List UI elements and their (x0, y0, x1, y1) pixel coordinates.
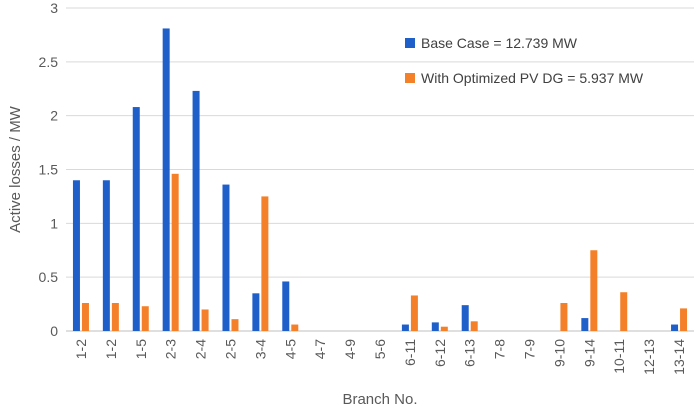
x-tick-label: 6-11 (402, 339, 418, 366)
bar-base-case (461, 305, 469, 331)
legend-label-base-case: Base Case = 12.739 MW (421, 35, 578, 51)
x-tick-label: 10-11 (611, 339, 627, 374)
x-tick-label: 9-10 (551, 339, 567, 367)
bar-optimized-pv-dg (440, 326, 448, 331)
x-axis-ticks: 1-2 1-2 1-5 2-3 2-4 2-5 3-4 4-5 4-7 4-9 5-6 6-11 6-1… (73, 339, 687, 375)
y-tick-label: 0.5 (39, 269, 59, 285)
x-tick-label: 5-6 (372, 339, 388, 359)
y-tick-label: 1 (50, 215, 58, 231)
bar-base-case (581, 318, 589, 331)
bar-optimized-pv-dg (261, 196, 269, 331)
bar-base-case (72, 180, 80, 331)
y-axis-title: Active losses / MW (7, 105, 24, 233)
y-tick-label: 2 (50, 108, 58, 124)
bar-optimized-pv-dg (111, 303, 119, 331)
x-tick-label: 2-3 (163, 339, 179, 359)
x-tick-label: 9-14 (581, 339, 597, 367)
bar-base-case (102, 180, 110, 331)
bar-base-case (222, 184, 230, 331)
y-axis-ticks: 0 0.5 1 1.5 2 2.5 3 (39, 0, 59, 339)
legend-swatch-base-case (405, 38, 415, 48)
y-tick-label: 3 (50, 0, 58, 16)
bar-optimized-pv-dg (141, 306, 149, 331)
x-tick-label: 7-8 (492, 339, 508, 359)
x-tick-label: 4-5 (282, 339, 298, 359)
x-tick-label: 13-14 (671, 339, 687, 375)
bar-base-case (401, 324, 409, 331)
x-tick-label: 1-2 (103, 339, 119, 359)
bar-base-case (252, 293, 260, 331)
x-tick-label: 7-9 (522, 339, 538, 359)
bar-optimized-pv-dg (201, 309, 209, 331)
legend-swatch-optimized-pv-dg (405, 73, 415, 83)
bar-optimized-pv-dg (81, 303, 89, 331)
gridlines (66, 7, 694, 332)
x-tick-label: 4-7 (312, 339, 328, 359)
x-tick-label: 2-5 (222, 339, 238, 359)
bar-optimized-pv-dg (470, 321, 478, 331)
bar-base-case (162, 28, 170, 332)
legend-label-optimized-pv-dg: With Optimized PV DG = 5.937 MW (421, 70, 644, 86)
y-tick-label: 2.5 (39, 54, 59, 70)
bar-optimized-pv-dg (680, 308, 688, 331)
bar-optimized-pv-dg (620, 292, 628, 331)
bar-base-case (132, 107, 140, 331)
bar-optimized-pv-dg (291, 324, 299, 331)
x-axis-title: Branch No. (342, 391, 417, 408)
x-tick-label: 3-4 (252, 339, 268, 359)
bar-optimized-pv-dg (560, 303, 568, 331)
bar-optimized-pv-dg (410, 295, 418, 331)
legend: Base Case = 12.739 MW With Optimized PV … (405, 35, 644, 86)
x-tick-label: 1-5 (133, 339, 149, 359)
bars (72, 28, 688, 332)
x-tick-label: 12-13 (641, 339, 657, 375)
y-tick-label: 1.5 (39, 162, 59, 178)
x-tick-label: 2-4 (193, 339, 209, 359)
y-tick-label: 0 (50, 323, 58, 339)
x-tick-label: 6-13 (462, 339, 478, 367)
x-tick-label: 1-2 (73, 339, 89, 359)
x-tick-label: 6-12 (432, 339, 448, 367)
bar-base-case (671, 324, 679, 331)
x-tick-label: 4-9 (342, 339, 358, 359)
bar-base-case (282, 281, 290, 331)
bar-base-case (192, 90, 200, 331)
bar-optimized-pv-dg (171, 173, 179, 331)
bar-optimized-pv-dg (590, 250, 598, 331)
bar-optimized-pv-dg (231, 319, 239, 331)
bar-base-case (431, 322, 439, 331)
